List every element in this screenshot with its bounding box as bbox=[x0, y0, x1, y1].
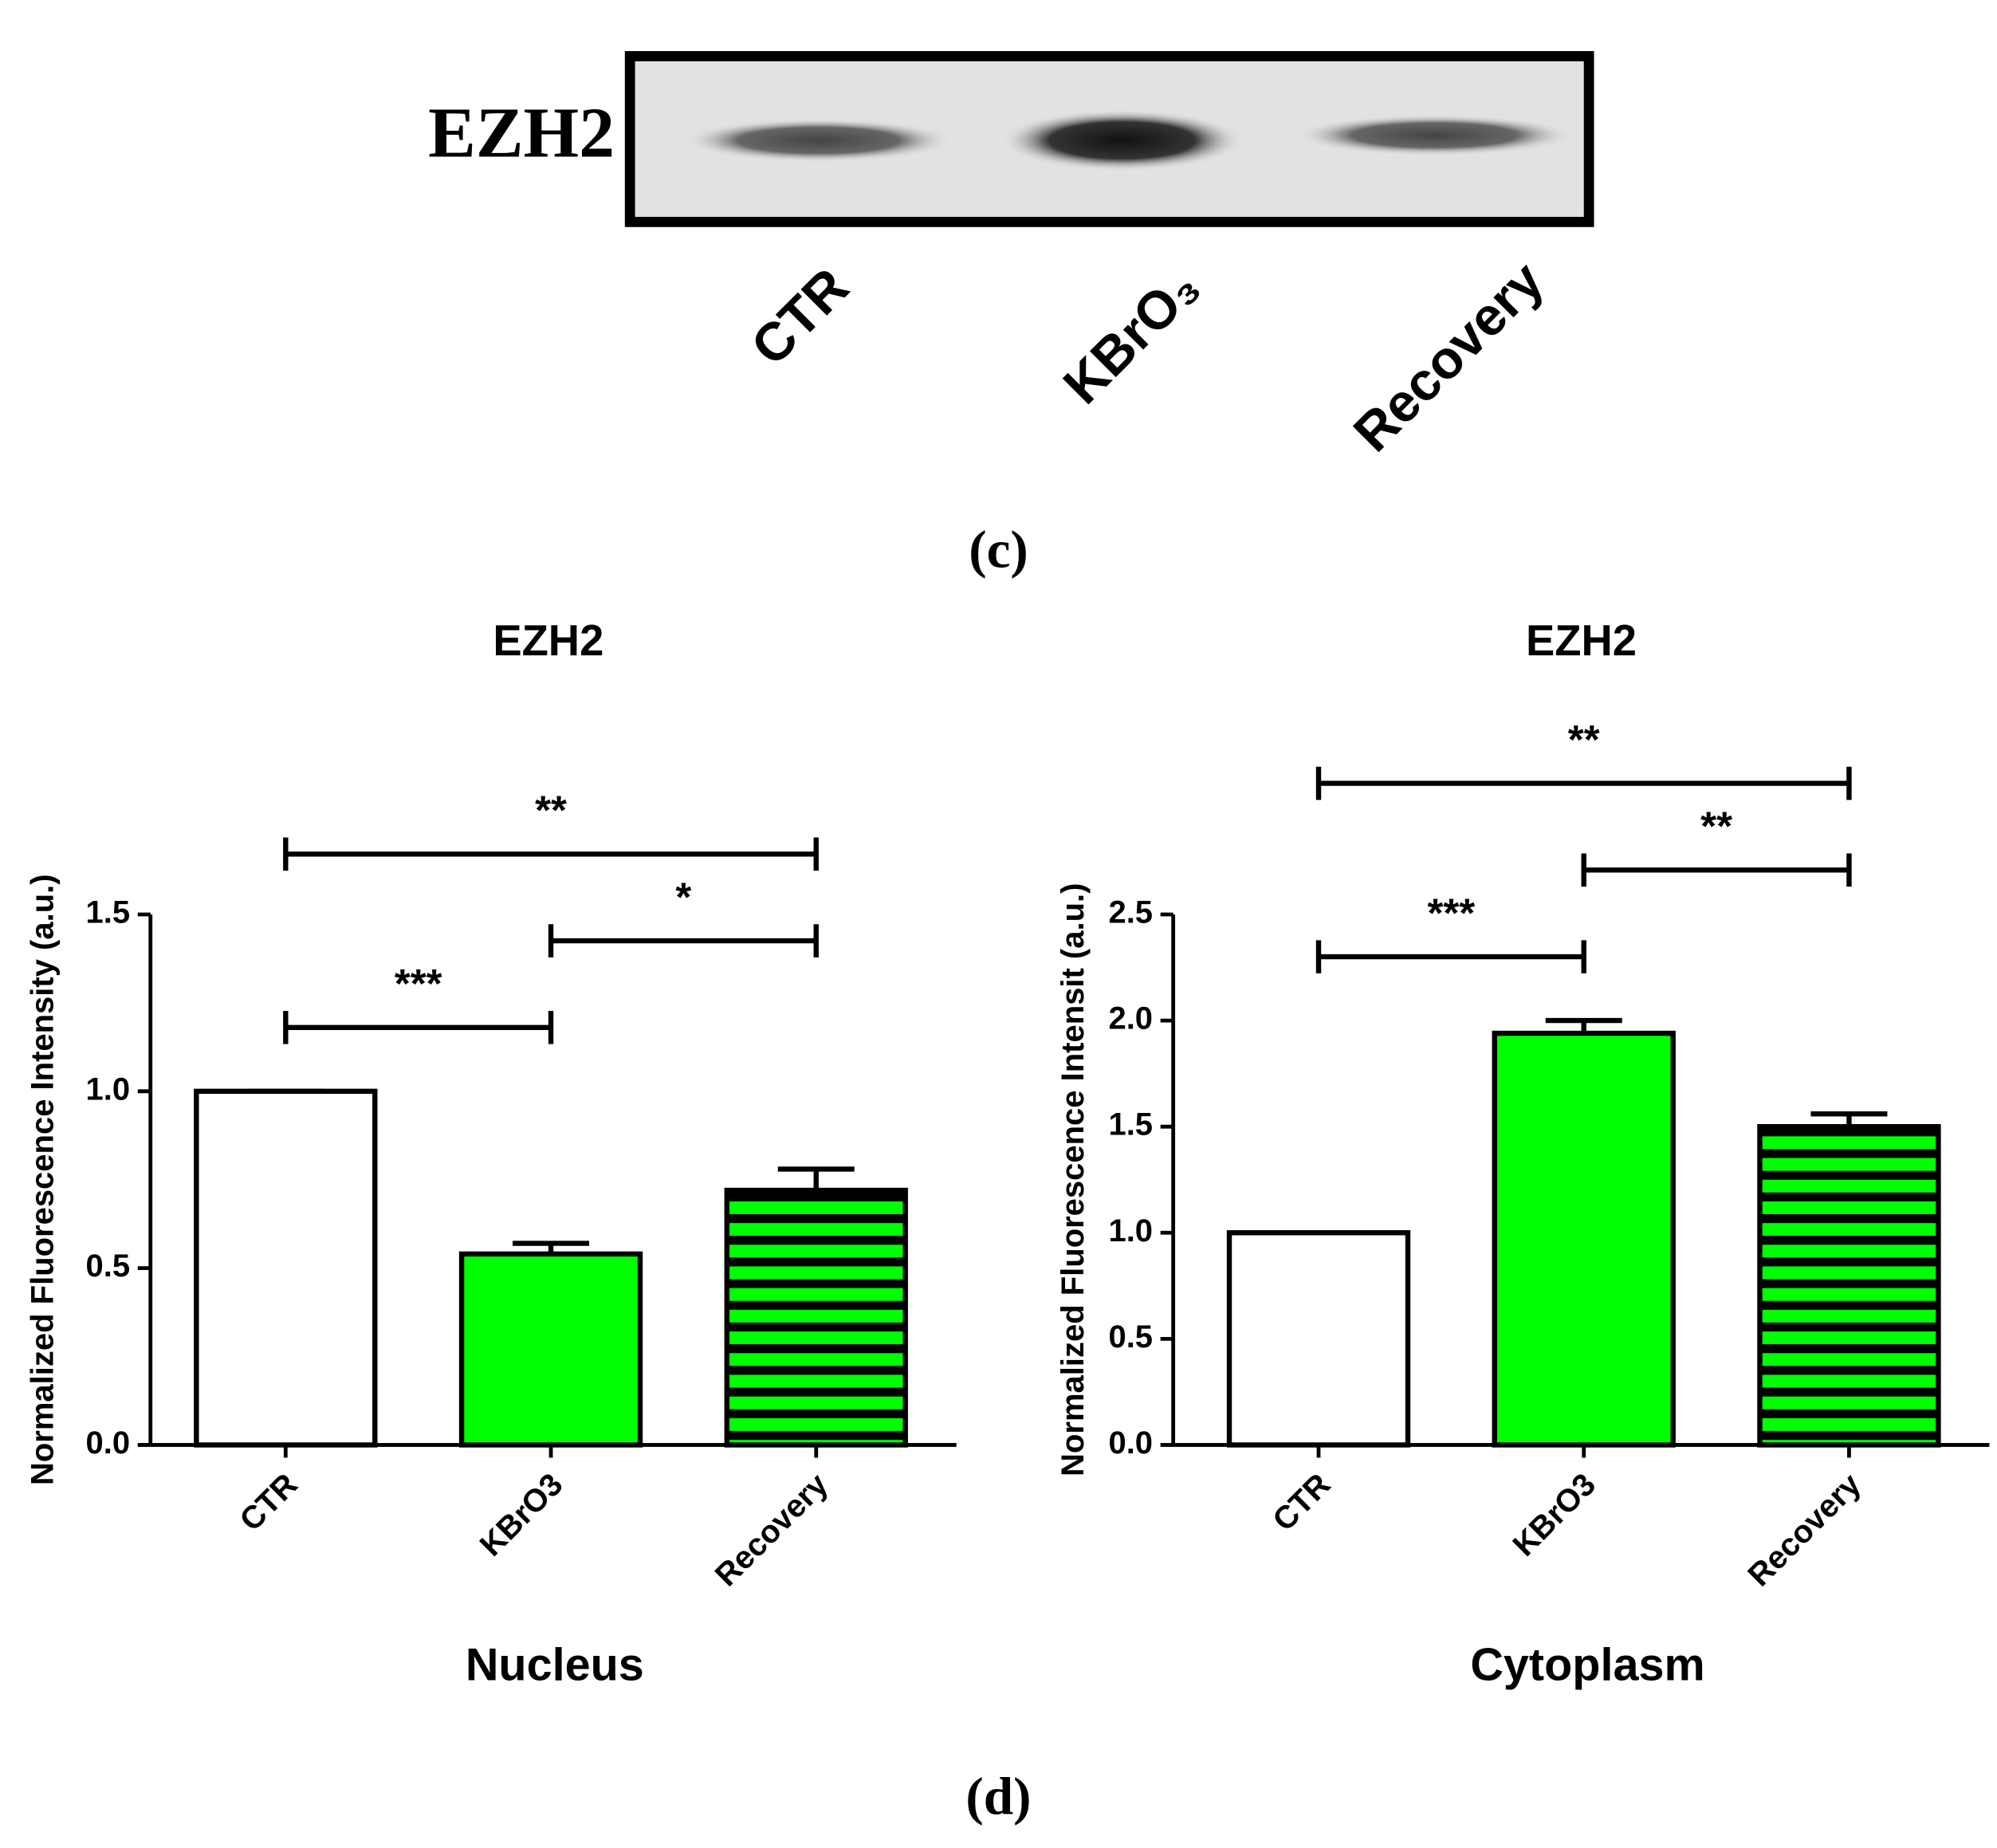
significance-label: ** bbox=[535, 788, 567, 833]
western-blot: EZH2 CTR KBrO₃ Recovery (c) bbox=[428, 51, 1594, 579]
x-tick-label: Recovery bbox=[709, 1466, 835, 1593]
panel-label: (d) bbox=[965, 1767, 1031, 1826]
lane-label: Recovery bbox=[1342, 250, 1555, 463]
significance-label: ** bbox=[1568, 717, 1600, 762]
bar bbox=[1492, 1030, 1676, 1448]
x-axis-label: Nucleus bbox=[466, 1640, 644, 1691]
bar bbox=[458, 1251, 643, 1448]
y-tick-label: 1.5 bbox=[1108, 1107, 1153, 1142]
y-tick-label: 1.5 bbox=[86, 895, 131, 930]
bar bbox=[1226, 1230, 1411, 1448]
bar bbox=[1757, 1123, 1941, 1448]
significance-label: * bbox=[675, 874, 691, 919]
y-tick-label: 0.5 bbox=[1108, 1319, 1153, 1355]
x-tick-label: CTR bbox=[1266, 1467, 1337, 1538]
lane-label: CTR bbox=[740, 257, 860, 377]
y-tick-label: 2.0 bbox=[1108, 1001, 1153, 1036]
x-tick-label: Recovery bbox=[1741, 1466, 1868, 1593]
bar bbox=[194, 1088, 378, 1448]
blot-band bbox=[1296, 115, 1573, 156]
chart-title: EZH2 bbox=[1526, 616, 1637, 665]
blot-band bbox=[684, 118, 953, 163]
x-tick-label: KBrO3 bbox=[1506, 1467, 1602, 1563]
x-axis-label: Cytoplasm bbox=[1470, 1640, 1704, 1691]
x-tick-label: CTR bbox=[234, 1467, 305, 1538]
y-tick-label: 1.0 bbox=[1108, 1213, 1153, 1248]
blot-label: EZH2 bbox=[428, 94, 615, 173]
x-tick-label: KBrO3 bbox=[474, 1467, 570, 1563]
y-tick-label: 0.0 bbox=[86, 1425, 131, 1461]
y-tick-label: 0.0 bbox=[1108, 1425, 1153, 1461]
y-tick-label: 0.5 bbox=[86, 1248, 131, 1284]
y-axis-label: Normalized Fluorescence Intensity (a.u.) bbox=[26, 874, 61, 1485]
y-tick-label: 1.0 bbox=[86, 1071, 131, 1107]
significance-label: *** bbox=[395, 961, 442, 1006]
lane-label: KBrO₃ bbox=[1052, 257, 1211, 415]
chart-title: EZH2 bbox=[493, 616, 603, 665]
bar bbox=[724, 1187, 908, 1448]
significance-label: *** bbox=[1427, 890, 1475, 935]
panel-label: (c) bbox=[969, 519, 1028, 579]
y-tick-label: 2.5 bbox=[1108, 895, 1153, 930]
significance-label: ** bbox=[1700, 804, 1732, 849]
y-axis-label: Normalized Fluorescence Intensit (a.u.) bbox=[1056, 883, 1091, 1476]
blot-band bbox=[1000, 109, 1244, 171]
